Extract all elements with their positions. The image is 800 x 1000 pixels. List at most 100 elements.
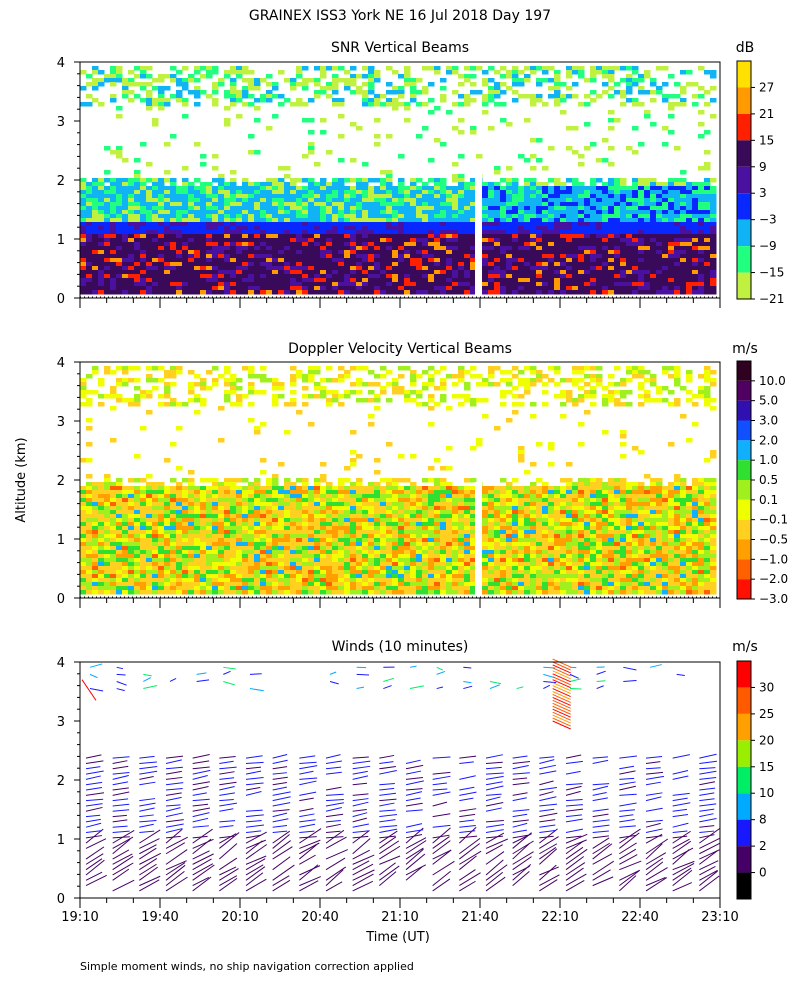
snr-cell bbox=[626, 230, 633, 235]
snr-cell bbox=[338, 218, 345, 223]
snr-cell bbox=[434, 138, 441, 143]
snr-cell bbox=[686, 258, 693, 263]
snr-cell bbox=[506, 190, 513, 195]
snr-cell bbox=[344, 270, 351, 275]
snr-cell bbox=[98, 226, 105, 231]
snr-cell bbox=[662, 126, 669, 131]
doppler-cell bbox=[242, 394, 249, 399]
snr-cell bbox=[422, 274, 429, 279]
snr-cell bbox=[692, 262, 699, 267]
doppler-cell bbox=[92, 370, 99, 375]
doppler-cell bbox=[218, 574, 225, 579]
snr-cell bbox=[614, 118, 621, 123]
snr-cell bbox=[542, 186, 549, 191]
snr-cell bbox=[536, 286, 543, 291]
snr-cell bbox=[206, 194, 213, 199]
doppler-cell bbox=[182, 542, 189, 547]
snr-cell bbox=[680, 286, 687, 291]
snr-cell bbox=[440, 226, 447, 231]
doppler-cell bbox=[104, 370, 111, 375]
snr-cell bbox=[626, 90, 633, 95]
snr-cell bbox=[662, 182, 669, 187]
snr-cell bbox=[392, 254, 399, 259]
doppler-cell bbox=[254, 526, 261, 531]
snr-cell bbox=[590, 198, 597, 203]
snr-cell bbox=[506, 178, 513, 183]
snr-cell bbox=[680, 242, 687, 247]
snr-cell bbox=[494, 250, 501, 255]
snr-cell bbox=[614, 226, 621, 231]
snr-cell bbox=[488, 94, 495, 99]
snr-cell bbox=[404, 290, 411, 295]
snr-cell bbox=[278, 182, 285, 187]
snr-cell bbox=[536, 210, 543, 215]
snr-cell bbox=[500, 274, 507, 279]
snr-cell bbox=[398, 282, 405, 287]
snr-cell bbox=[614, 182, 621, 187]
snr-cell bbox=[254, 282, 261, 287]
snr-cell bbox=[110, 274, 117, 279]
snr-cell bbox=[170, 182, 177, 187]
doppler-cell bbox=[176, 510, 183, 515]
snr-cell bbox=[638, 262, 645, 267]
snr-cell bbox=[404, 282, 411, 287]
snr-cell bbox=[320, 66, 327, 71]
snr-cell bbox=[530, 218, 537, 223]
snr-cell bbox=[674, 238, 681, 243]
doppler-cell bbox=[296, 590, 303, 595]
snr-cell bbox=[272, 250, 279, 255]
doppler-cell bbox=[248, 546, 255, 551]
doppler-cell bbox=[110, 482, 117, 487]
snr-cell bbox=[338, 254, 345, 259]
snr-cell bbox=[530, 226, 537, 231]
snr-cell bbox=[596, 290, 603, 295]
snr-cell bbox=[680, 274, 687, 279]
snr-cell bbox=[248, 254, 255, 259]
snr-cell bbox=[338, 114, 345, 119]
snr-cell bbox=[326, 278, 333, 283]
snr-cell bbox=[512, 206, 519, 211]
snr-cell bbox=[704, 226, 711, 231]
snr-cell bbox=[644, 74, 651, 79]
snr-cell bbox=[458, 74, 465, 79]
doppler-cell bbox=[86, 494, 93, 499]
snr-cell bbox=[176, 290, 183, 295]
snr-cell bbox=[428, 238, 435, 243]
y-tick-label: 2 bbox=[57, 174, 65, 189]
snr-cell bbox=[602, 186, 609, 191]
snr-cell bbox=[464, 210, 471, 215]
snr-cell bbox=[158, 278, 165, 283]
snr-cell bbox=[644, 202, 651, 207]
doppler-cell bbox=[176, 562, 183, 567]
doppler-cell bbox=[212, 586, 219, 591]
snr-cell bbox=[182, 230, 189, 235]
snr-cell bbox=[122, 242, 129, 247]
snr-cell bbox=[404, 250, 411, 255]
snr-cell bbox=[494, 258, 501, 263]
doppler-cell bbox=[110, 534, 117, 539]
snr-cell bbox=[182, 178, 189, 183]
doppler-cell bbox=[302, 558, 309, 563]
snr-cell bbox=[134, 210, 141, 215]
snr-cell bbox=[560, 202, 567, 207]
doppler-cell bbox=[104, 574, 111, 579]
doppler-cell bbox=[296, 582, 303, 587]
snr-cell bbox=[548, 214, 555, 219]
snr-cell bbox=[650, 262, 657, 267]
snr-cell bbox=[386, 254, 393, 259]
snr-cell bbox=[362, 194, 369, 199]
snr-cell bbox=[674, 182, 681, 187]
snr-cell bbox=[152, 210, 159, 215]
snr-cell bbox=[152, 78, 159, 83]
snr-cell bbox=[242, 214, 249, 219]
snr-cell bbox=[200, 262, 207, 267]
snr-cell bbox=[380, 230, 387, 235]
doppler-cell bbox=[128, 554, 135, 559]
snr-cell bbox=[164, 102, 171, 107]
snr-cell bbox=[554, 94, 561, 99]
snr-cell bbox=[548, 246, 555, 251]
snr-cell bbox=[548, 242, 555, 247]
snr-cell bbox=[290, 250, 297, 255]
snr-cell bbox=[278, 190, 285, 195]
doppler-cell bbox=[242, 578, 249, 583]
